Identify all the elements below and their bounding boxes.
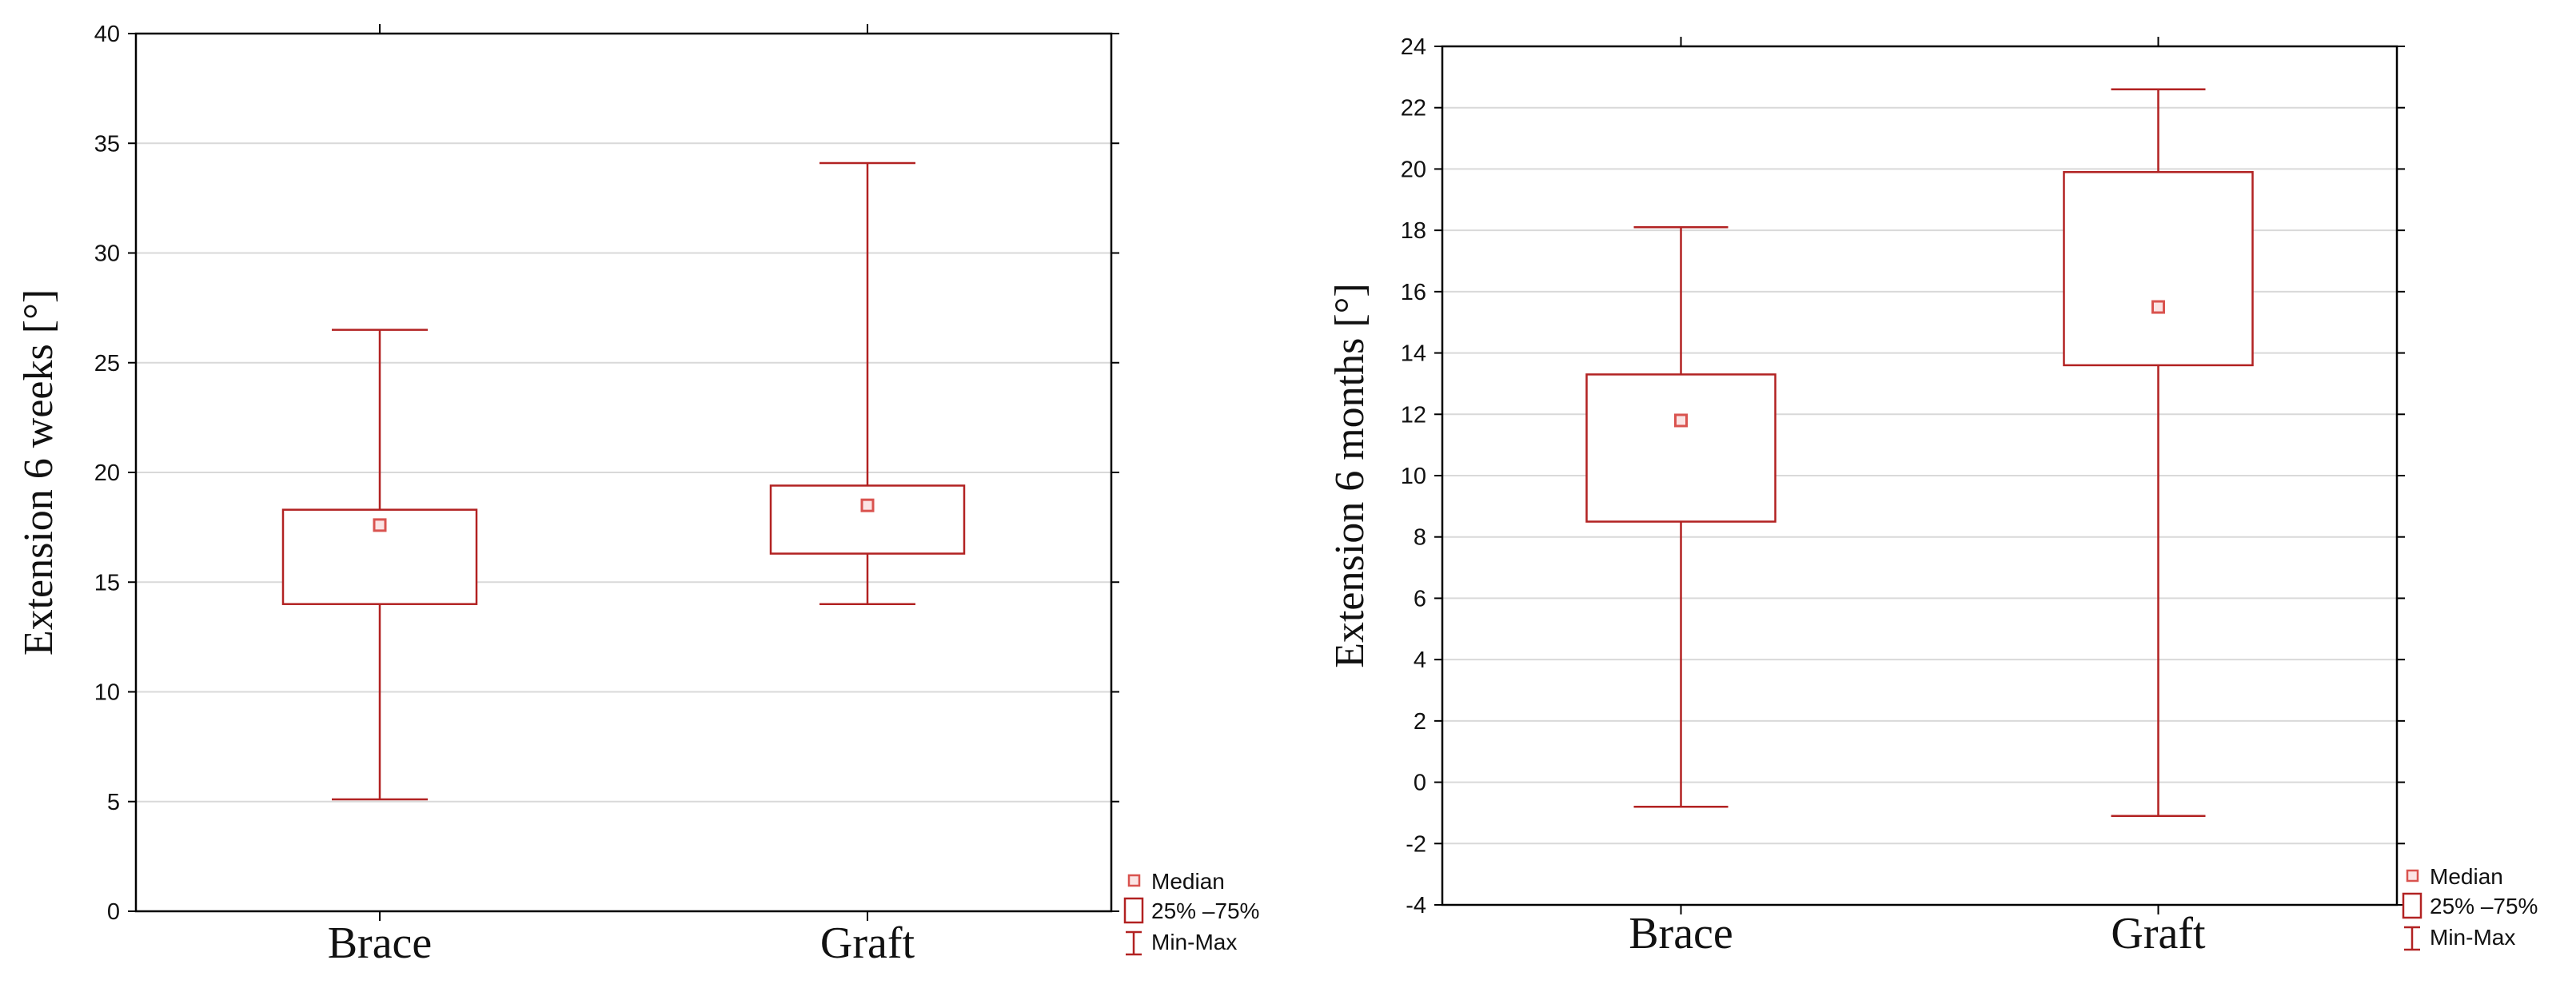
iqr-box xyxy=(2063,171,2254,367)
legend-minmax-label: Min-Max xyxy=(2430,925,2515,950)
box-brace: Brace xyxy=(1585,37,1776,958)
y-tick-label: 40 xyxy=(94,22,120,47)
y-tick-label: 12 xyxy=(1401,402,1426,428)
legend-median-label: Median xyxy=(2430,864,2503,889)
y-tick-label: 0 xyxy=(107,899,120,925)
legend: Median 25% –75% Min-Max xyxy=(1123,869,1259,956)
legend-iqr-icon xyxy=(1123,897,1144,924)
y-tick-label: 20 xyxy=(1401,157,1426,182)
y-tick-label: 5 xyxy=(107,790,120,815)
median-marker xyxy=(860,498,875,512)
y-tick-label: 25 xyxy=(94,351,120,376)
box-brace: Brace xyxy=(281,24,478,968)
legend-iqr-label: 25% –75% xyxy=(1151,898,1259,923)
y-tick-label: 4 xyxy=(1414,647,1426,673)
median-marker xyxy=(1674,413,1688,428)
category-label: Brace xyxy=(1629,909,1733,958)
category-label: Graft xyxy=(820,918,915,968)
plot-frame xyxy=(134,32,1113,913)
y-tick-label: 22 xyxy=(1401,96,1426,122)
y-tick-label: 30 xyxy=(94,241,120,267)
legend-median-icon xyxy=(1127,874,1141,887)
y-tick-label: 6 xyxy=(1414,586,1426,612)
y-axis-label: Extension 6 weeks [°] xyxy=(16,289,62,655)
y-tick-label: -2 xyxy=(1406,831,1426,857)
y-tick-label: 14 xyxy=(1401,341,1426,367)
legend: Median 25% –75% Min-Max xyxy=(2402,864,2538,951)
median-marker xyxy=(373,518,387,532)
y-tick-label: 10 xyxy=(94,680,120,706)
y-tick-label: 0 xyxy=(1414,771,1426,796)
box-graft: Graft xyxy=(2063,37,2254,958)
y-tick-label: 8 xyxy=(1414,525,1426,551)
y-tick-label: 35 xyxy=(94,131,120,157)
category-label: Graft xyxy=(2111,909,2206,958)
y-tick-label: 16 xyxy=(1401,280,1426,305)
y-tick-label: 18 xyxy=(1401,218,1426,244)
y-tick-label: 15 xyxy=(94,570,120,596)
y-tick-label: 2 xyxy=(1414,709,1426,735)
y-tick-label: 20 xyxy=(94,460,120,486)
y-axis-label: Extension 6 months [°] xyxy=(1327,283,1373,668)
iqr-box xyxy=(769,484,966,555)
plot-frame xyxy=(1441,45,2399,906)
iqr-box xyxy=(1585,373,1776,523)
legend-median-icon xyxy=(2406,869,2419,882)
legend-median-label: Median xyxy=(1151,869,1225,894)
y-tick-label: 24 xyxy=(1401,34,1426,60)
box-graft: Graft xyxy=(769,24,966,968)
legend-minmax-label: Min-Max xyxy=(1151,930,1237,954)
chart-1: 0 5 10 15 20 25 30 35 40 Extension 6 weeks [°] Bra… xyxy=(16,22,1259,968)
legend-iqr-icon xyxy=(2402,892,2422,919)
legend-iqr-label: 25% –75% xyxy=(2430,894,2538,918)
y-tick-label: -4 xyxy=(1406,893,1426,918)
median-marker xyxy=(2151,300,2165,314)
y-tick-label: 10 xyxy=(1401,464,1426,489)
category-label: Brace xyxy=(328,918,433,968)
